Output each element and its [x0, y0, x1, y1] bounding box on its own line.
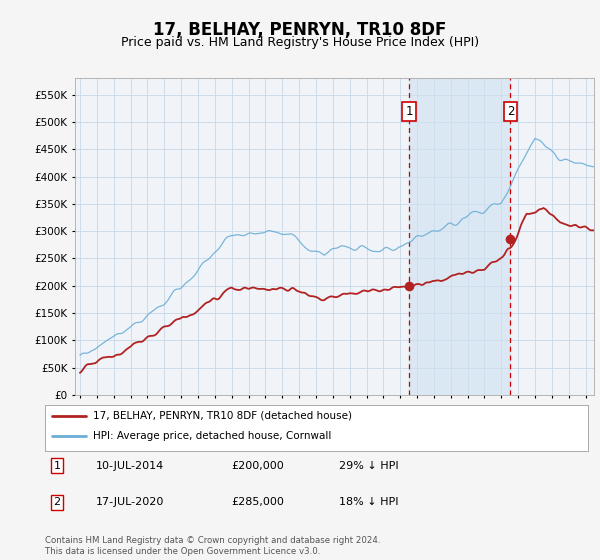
Text: 17, BELHAY, PENRYN, TR10 8DF (detached house): 17, BELHAY, PENRYN, TR10 8DF (detached h… [93, 411, 352, 421]
Text: 1: 1 [53, 461, 61, 471]
Text: 2: 2 [53, 497, 61, 507]
Text: 10-JUL-2014: 10-JUL-2014 [96, 461, 164, 471]
Text: 1: 1 [406, 105, 413, 118]
Bar [409, 78, 511, 395]
Text: HPI: Average price, detached house, Cornwall: HPI: Average price, detached house, Corn… [93, 431, 331, 441]
Text: £200,000: £200,000 [231, 461, 284, 471]
Text: Contains HM Land Registry data © Crown copyright and database right 2024.
This d: Contains HM Land Registry data © Crown c… [45, 536, 380, 556]
Text: 18% ↓ HPI: 18% ↓ HPI [339, 497, 398, 507]
Text: 17-JUL-2020: 17-JUL-2020 [96, 497, 164, 507]
Text: £285,000: £285,000 [231, 497, 284, 507]
Text: Price paid vs. HM Land Registry's House Price Index (HPI): Price paid vs. HM Land Registry's House … [121, 36, 479, 49]
Text: 2: 2 [506, 105, 514, 118]
Text: 29% ↓ HPI: 29% ↓ HPI [339, 461, 398, 471]
Text: 17, BELHAY, PENRYN, TR10 8DF: 17, BELHAY, PENRYN, TR10 8DF [154, 21, 446, 39]
